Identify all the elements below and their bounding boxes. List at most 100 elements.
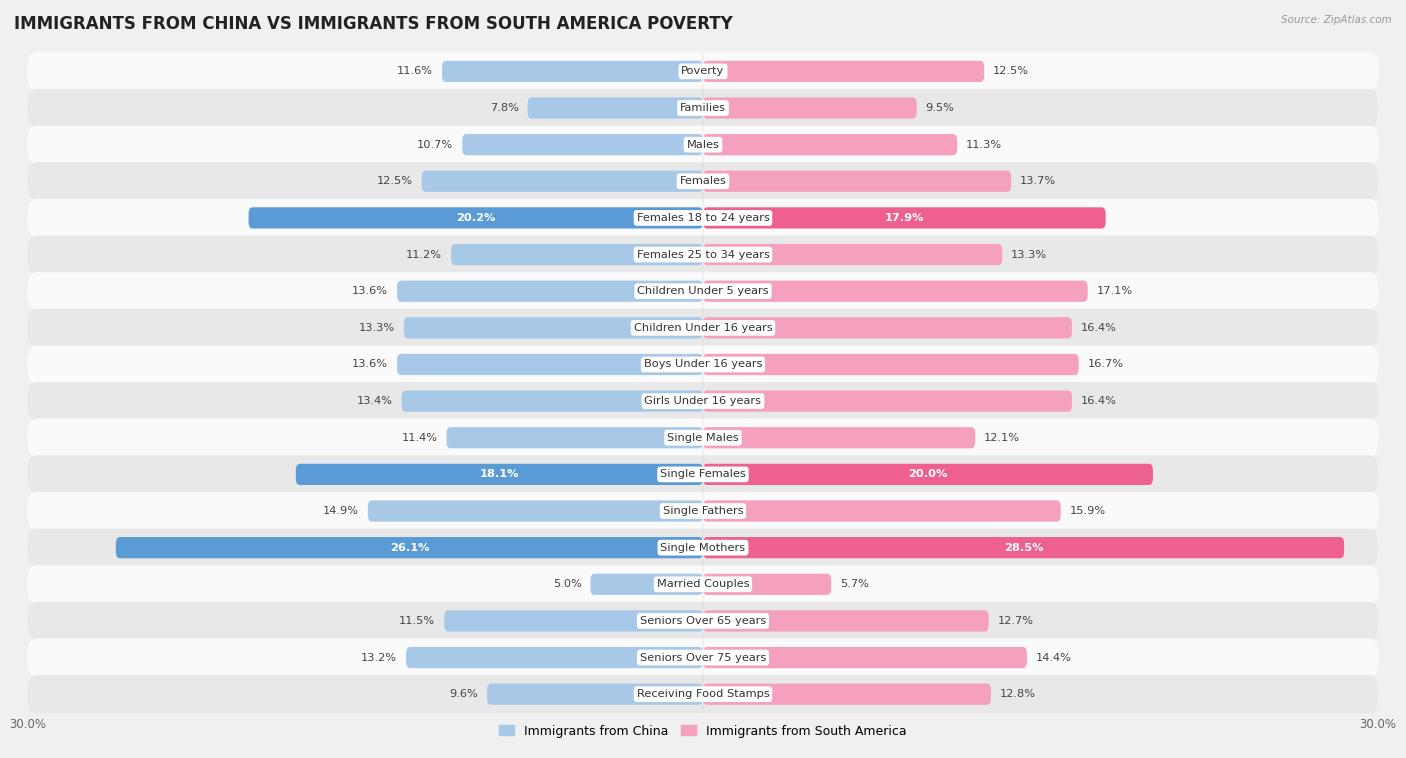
Text: Poverty: Poverty xyxy=(682,67,724,77)
FancyBboxPatch shape xyxy=(703,97,917,119)
FancyBboxPatch shape xyxy=(28,638,1378,677)
FancyBboxPatch shape xyxy=(703,500,1060,522)
FancyBboxPatch shape xyxy=(28,565,1378,603)
FancyBboxPatch shape xyxy=(703,427,976,449)
Text: 13.3%: 13.3% xyxy=(1011,249,1047,259)
Text: 11.5%: 11.5% xyxy=(399,616,436,626)
Text: 16.4%: 16.4% xyxy=(1081,323,1116,333)
Text: 14.4%: 14.4% xyxy=(1036,653,1071,662)
FancyBboxPatch shape xyxy=(703,244,1002,265)
Text: 20.0%: 20.0% xyxy=(908,469,948,479)
FancyBboxPatch shape xyxy=(28,236,1378,274)
Text: 5.0%: 5.0% xyxy=(553,579,582,589)
Text: Males: Males xyxy=(686,139,720,149)
Text: 14.9%: 14.9% xyxy=(323,506,359,516)
FancyBboxPatch shape xyxy=(404,317,703,339)
Text: 17.1%: 17.1% xyxy=(1097,287,1133,296)
FancyBboxPatch shape xyxy=(703,390,1071,412)
FancyBboxPatch shape xyxy=(368,500,703,522)
FancyBboxPatch shape xyxy=(463,134,703,155)
FancyBboxPatch shape xyxy=(28,162,1378,200)
FancyBboxPatch shape xyxy=(444,610,703,631)
Text: 13.2%: 13.2% xyxy=(361,653,396,662)
FancyBboxPatch shape xyxy=(703,647,1026,669)
Text: 18.1%: 18.1% xyxy=(479,469,519,479)
Text: Married Couples: Married Couples xyxy=(657,579,749,589)
FancyBboxPatch shape xyxy=(295,464,703,485)
FancyBboxPatch shape xyxy=(591,574,703,595)
Text: 12.5%: 12.5% xyxy=(377,177,413,186)
Text: 13.6%: 13.6% xyxy=(352,359,388,369)
Text: Children Under 16 years: Children Under 16 years xyxy=(634,323,772,333)
FancyBboxPatch shape xyxy=(28,602,1378,640)
Text: Females: Females xyxy=(679,177,727,186)
Text: IMMIGRANTS FROM CHINA VS IMMIGRANTS FROM SOUTH AMERICA POVERTY: IMMIGRANTS FROM CHINA VS IMMIGRANTS FROM… xyxy=(14,15,733,33)
FancyBboxPatch shape xyxy=(396,280,703,302)
FancyBboxPatch shape xyxy=(441,61,703,82)
Text: Females 18 to 24 years: Females 18 to 24 years xyxy=(637,213,769,223)
FancyBboxPatch shape xyxy=(527,97,703,119)
Text: Single Mothers: Single Mothers xyxy=(661,543,745,553)
FancyBboxPatch shape xyxy=(703,684,991,705)
Text: 15.9%: 15.9% xyxy=(1070,506,1105,516)
Text: Seniors Over 65 years: Seniors Over 65 years xyxy=(640,616,766,626)
Text: Boys Under 16 years: Boys Under 16 years xyxy=(644,359,762,369)
Text: 16.7%: 16.7% xyxy=(1088,359,1123,369)
FancyBboxPatch shape xyxy=(28,382,1378,420)
Text: Receiving Food Stamps: Receiving Food Stamps xyxy=(637,689,769,699)
FancyBboxPatch shape xyxy=(451,244,703,265)
Text: 9.5%: 9.5% xyxy=(925,103,955,113)
FancyBboxPatch shape xyxy=(28,272,1378,310)
FancyBboxPatch shape xyxy=(703,280,1088,302)
FancyBboxPatch shape xyxy=(28,675,1378,713)
FancyBboxPatch shape xyxy=(447,427,703,449)
Text: 10.7%: 10.7% xyxy=(418,139,453,149)
FancyBboxPatch shape xyxy=(703,537,1344,559)
Text: 7.8%: 7.8% xyxy=(489,103,519,113)
FancyBboxPatch shape xyxy=(28,346,1378,384)
FancyBboxPatch shape xyxy=(28,309,1378,347)
Text: 5.7%: 5.7% xyxy=(841,579,869,589)
FancyBboxPatch shape xyxy=(28,199,1378,237)
FancyBboxPatch shape xyxy=(28,418,1378,457)
FancyBboxPatch shape xyxy=(406,647,703,669)
Text: 13.6%: 13.6% xyxy=(352,287,388,296)
FancyBboxPatch shape xyxy=(115,537,703,559)
Text: 12.7%: 12.7% xyxy=(998,616,1033,626)
FancyBboxPatch shape xyxy=(703,574,831,595)
FancyBboxPatch shape xyxy=(396,354,703,375)
FancyBboxPatch shape xyxy=(703,171,1011,192)
FancyBboxPatch shape xyxy=(28,89,1378,127)
FancyBboxPatch shape xyxy=(703,610,988,631)
FancyBboxPatch shape xyxy=(703,61,984,82)
Legend: Immigrants from China, Immigrants from South America: Immigrants from China, Immigrants from S… xyxy=(495,719,911,743)
Text: 12.5%: 12.5% xyxy=(993,67,1029,77)
FancyBboxPatch shape xyxy=(703,317,1071,339)
Text: 16.4%: 16.4% xyxy=(1081,396,1116,406)
Text: 17.9%: 17.9% xyxy=(884,213,924,223)
FancyBboxPatch shape xyxy=(28,456,1378,493)
Text: 9.6%: 9.6% xyxy=(450,689,478,699)
FancyBboxPatch shape xyxy=(486,684,703,705)
Text: 20.2%: 20.2% xyxy=(456,213,495,223)
Text: Females 25 to 34 years: Females 25 to 34 years xyxy=(637,249,769,259)
FancyBboxPatch shape xyxy=(703,354,1078,375)
Text: Single Females: Single Females xyxy=(661,469,745,479)
Text: Girls Under 16 years: Girls Under 16 years xyxy=(644,396,762,406)
FancyBboxPatch shape xyxy=(28,52,1378,90)
FancyBboxPatch shape xyxy=(28,528,1378,567)
FancyBboxPatch shape xyxy=(703,207,1105,229)
Text: Single Males: Single Males xyxy=(666,433,740,443)
Text: 28.5%: 28.5% xyxy=(1004,543,1043,553)
Text: 26.1%: 26.1% xyxy=(389,543,429,553)
Text: 11.2%: 11.2% xyxy=(406,249,441,259)
Text: 11.3%: 11.3% xyxy=(966,139,1002,149)
FancyBboxPatch shape xyxy=(402,390,703,412)
FancyBboxPatch shape xyxy=(703,134,957,155)
Text: 12.8%: 12.8% xyxy=(1000,689,1036,699)
Text: 11.4%: 11.4% xyxy=(402,433,437,443)
FancyBboxPatch shape xyxy=(249,207,703,229)
Text: Children Under 5 years: Children Under 5 years xyxy=(637,287,769,296)
Text: Source: ZipAtlas.com: Source: ZipAtlas.com xyxy=(1281,15,1392,25)
FancyBboxPatch shape xyxy=(28,126,1378,164)
